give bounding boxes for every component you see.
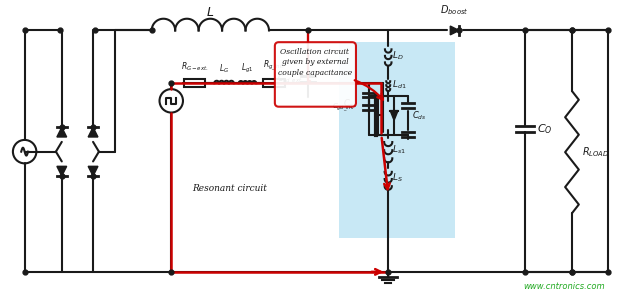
Text: $C_O$: $C_O$ — [537, 122, 553, 136]
Polygon shape — [390, 110, 398, 120]
Polygon shape — [57, 166, 67, 176]
FancyBboxPatch shape — [340, 42, 455, 238]
Text: $L_{d1}$: $L_{d1}$ — [392, 79, 407, 91]
Text: $L_G$: $L_G$ — [219, 63, 229, 75]
Polygon shape — [57, 127, 67, 137]
Polygon shape — [88, 166, 98, 176]
Bar — [263, 79, 285, 87]
FancyBboxPatch shape — [275, 42, 356, 107]
Text: $D_{boost}$: $D_{boost}$ — [440, 3, 469, 17]
Text: www.cntronics.com: www.cntronics.com — [523, 282, 605, 291]
Text: $C_{gd\_int.}$: $C_{gd\_int.}$ — [331, 102, 354, 114]
Text: $C_{gd\_ext.}$: $C_{gd\_ext.}$ — [277, 72, 303, 86]
Bar — [184, 79, 206, 87]
Text: $C_{gs}$: $C_{gs}$ — [343, 98, 358, 111]
Text: $R_{g\_int.}$: $R_{g\_int.}$ — [263, 59, 285, 73]
Text: $R_{LOAD}$: $R_{LOAD}$ — [582, 145, 609, 159]
Text: $L_{g1}$: $L_{g1}$ — [241, 62, 254, 75]
Text: $L_S$: $L_S$ — [392, 172, 403, 184]
Text: $L_{s1}$: $L_{s1}$ — [392, 143, 406, 156]
Text: $L_D$: $L_D$ — [392, 50, 404, 62]
Text: $L$: $L$ — [206, 6, 214, 19]
Text: $R_{G-ext.}$: $R_{G-ext.}$ — [181, 61, 209, 73]
Text: $C_{ds}$: $C_{ds}$ — [412, 109, 426, 122]
Polygon shape — [88, 127, 98, 137]
Text: Resonant circuit: Resonant circuit — [193, 184, 267, 193]
Polygon shape — [450, 26, 459, 35]
Text: Oscillation circuit
given by external
couple capacitance: Oscillation circuit given by external co… — [278, 48, 352, 77]
